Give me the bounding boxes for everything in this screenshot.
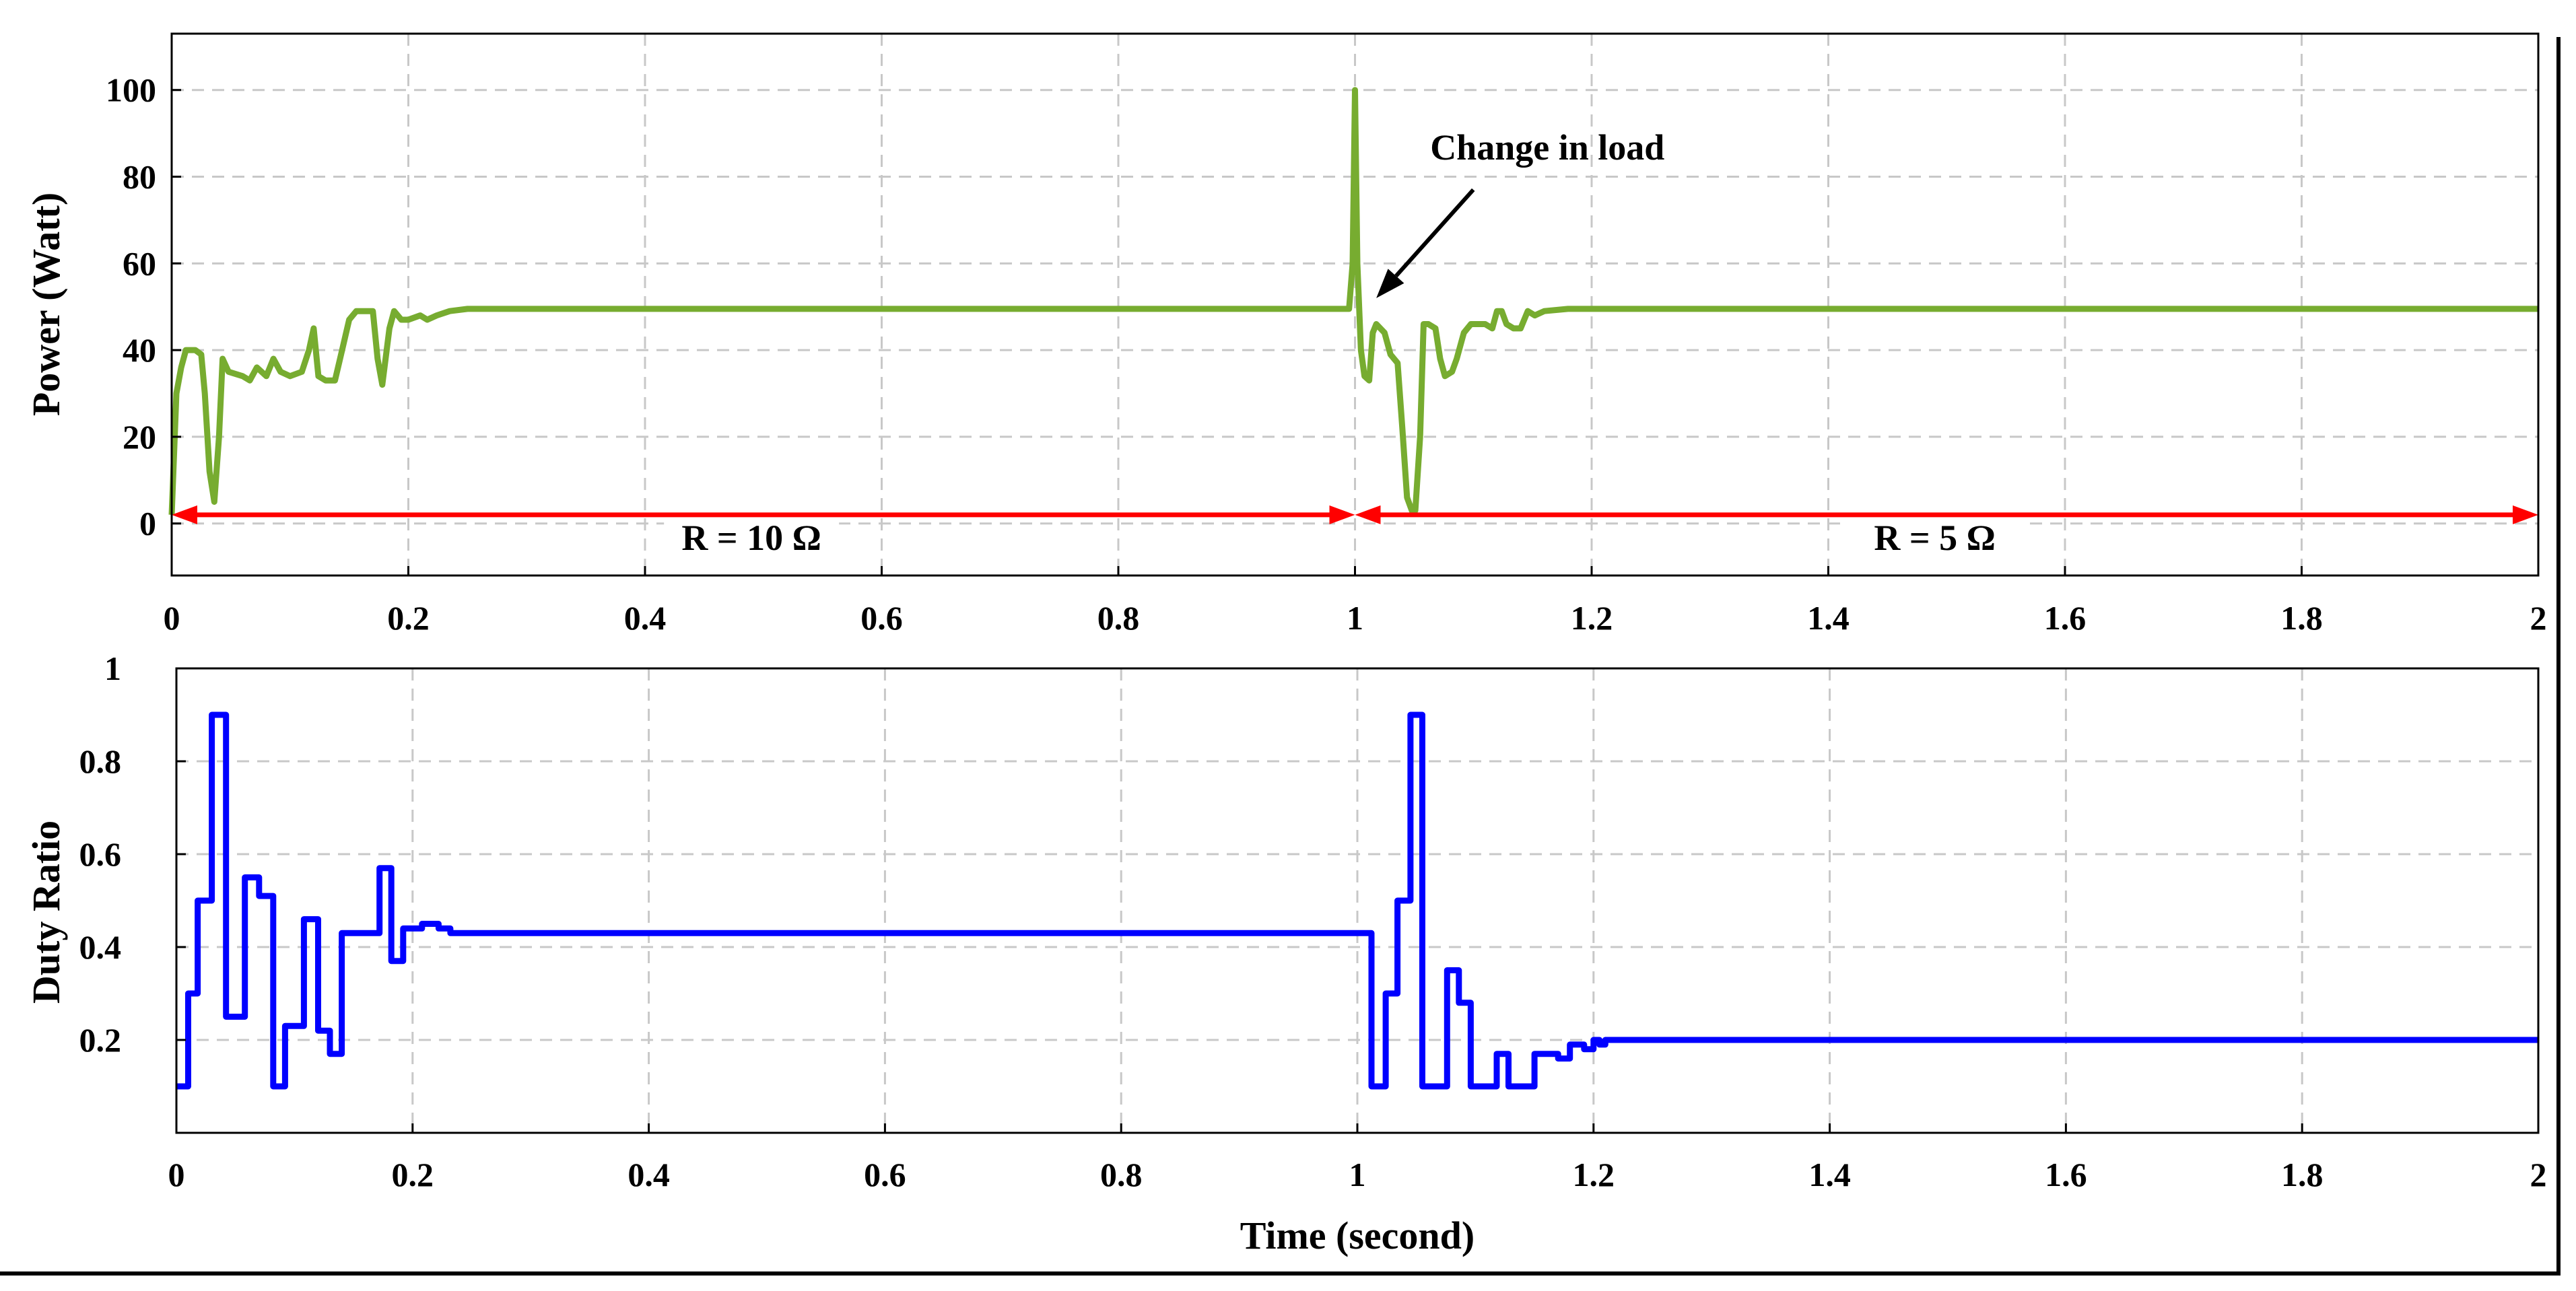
load-region-arrow-head-right bbox=[1329, 505, 1355, 524]
duty-x-tick-label: 1.4 bbox=[1808, 1156, 1851, 1193]
power-y-tick-label: 20 bbox=[123, 418, 156, 456]
change-in-load-annotation: Change in load bbox=[1376, 127, 1664, 298]
duty-x-tick-label: 2 bbox=[2530, 1156, 2547, 1193]
change-in-load-label: Change in load bbox=[1430, 127, 1664, 168]
change-in-load-arrow-line bbox=[1394, 188, 1475, 278]
power-plot-y-ticks: 0 20 40 60 80 100 bbox=[106, 71, 181, 543]
power-x-tick-label: 1.4 bbox=[1807, 599, 1850, 637]
power-y-tick-label: 0 bbox=[139, 505, 156, 543]
duty-ratio-plot-y-ticks: 0.2 0.4 0.6 0.8 1 bbox=[79, 650, 186, 1059]
power-x-tick-label: 1.8 bbox=[2280, 599, 2323, 637]
power-y-tick-label: 60 bbox=[123, 244, 156, 282]
power-x-tick-label: 2 bbox=[2530, 599, 2547, 637]
duty-x-tick-label: 0.2 bbox=[392, 1156, 434, 1193]
power-plot-ylabel: Power (Watt) bbox=[24, 193, 68, 416]
duty-y-tick-label: 0.6 bbox=[79, 835, 122, 873]
power-x-tick-label: 1.6 bbox=[2044, 599, 2087, 637]
power-x-tick-label: 0 bbox=[164, 599, 180, 637]
power-x-tick-label: 1 bbox=[1347, 599, 1363, 637]
duty-ratio-plot-x-ticks: 0 0.2 0.4 0.6 0.8 1 1.2 1.4 1.6 1.8 2 bbox=[168, 1123, 2547, 1193]
duty-x-tick-label: 0 bbox=[168, 1156, 185, 1193]
power-y-tick-label: 40 bbox=[123, 331, 156, 369]
power-x-tick-label: 1.2 bbox=[1571, 599, 1613, 637]
power-plot-series bbox=[168, 87, 2538, 515]
power-x-tick-label: 0.2 bbox=[387, 599, 430, 637]
duty-x-tick-label: 1.2 bbox=[1573, 1156, 1615, 1193]
power-y-tick-label: 80 bbox=[123, 158, 156, 196]
power-x-tick-label: 0.8 bbox=[1097, 599, 1140, 637]
load-region-label: R = 10 Ω bbox=[681, 518, 821, 558]
load-region-label-bg bbox=[664, 517, 840, 558]
power-plot-x-ticks: 0 0.2 0.4 0.6 0.8 1 1.2 1.4 1.6 1.8 2 bbox=[164, 566, 2547, 637]
duty-x-tick-label: 1.6 bbox=[2045, 1156, 2087, 1193]
duty-x-tick-label: 1.8 bbox=[2281, 1156, 2324, 1193]
duty-x-tick-label: 0.4 bbox=[628, 1156, 670, 1193]
duty-x-tick-label: 0.6 bbox=[864, 1156, 906, 1193]
load-region-markers: R = 10 Ω R = 5 Ω bbox=[172, 505, 2538, 558]
power-x-tick-label: 0.4 bbox=[624, 599, 667, 637]
duty-y-tick-label: 1 bbox=[104, 650, 121, 687]
duty-ratio-plot-series bbox=[176, 711, 2538, 1090]
load-region-arrow-head-left bbox=[172, 505, 197, 524]
power-y-tick-label: 100 bbox=[106, 71, 156, 109]
duty-series-line bbox=[176, 711, 2538, 1090]
duty-x-tick-label: 1 bbox=[1349, 1156, 1366, 1193]
duty-x-tick-label: 0.8 bbox=[1100, 1156, 1143, 1193]
load-region-arrow-head-right bbox=[2513, 505, 2538, 524]
power-plot: R = 10 Ω R = 5 Ω 0 0.2 0.4 0.6 0.8 1 1.2 1.4 1.6 1… bbox=[24, 32, 2547, 637]
load-region-label-bg bbox=[1847, 517, 2023, 558]
load-region-arrow-head-left bbox=[1355, 505, 1381, 524]
duty-ratio-plot: 0 0.2 0.4 0.6 0.8 1 1.2 1.4 1.6 1.8 2 0.2 0.4 0.6 0.8… bbox=[24, 650, 2547, 1257]
change-in-load-arrow-head bbox=[1376, 269, 1404, 298]
duty-y-tick-label: 0.2 bbox=[79, 1021, 122, 1059]
duty-y-tick-label: 0.8 bbox=[79, 742, 122, 780]
duty-y-tick-label: 0.4 bbox=[79, 928, 122, 966]
load-region-label: R = 5 Ω bbox=[1874, 518, 1996, 558]
power-series-line bbox=[168, 87, 2538, 515]
time-axis-xlabel: Time (second) bbox=[1240, 1214, 1475, 1257]
duty-ratio-plot-ylabel: Duty Ratio bbox=[24, 821, 68, 1004]
power-x-tick-label: 0.6 bbox=[860, 599, 903, 637]
